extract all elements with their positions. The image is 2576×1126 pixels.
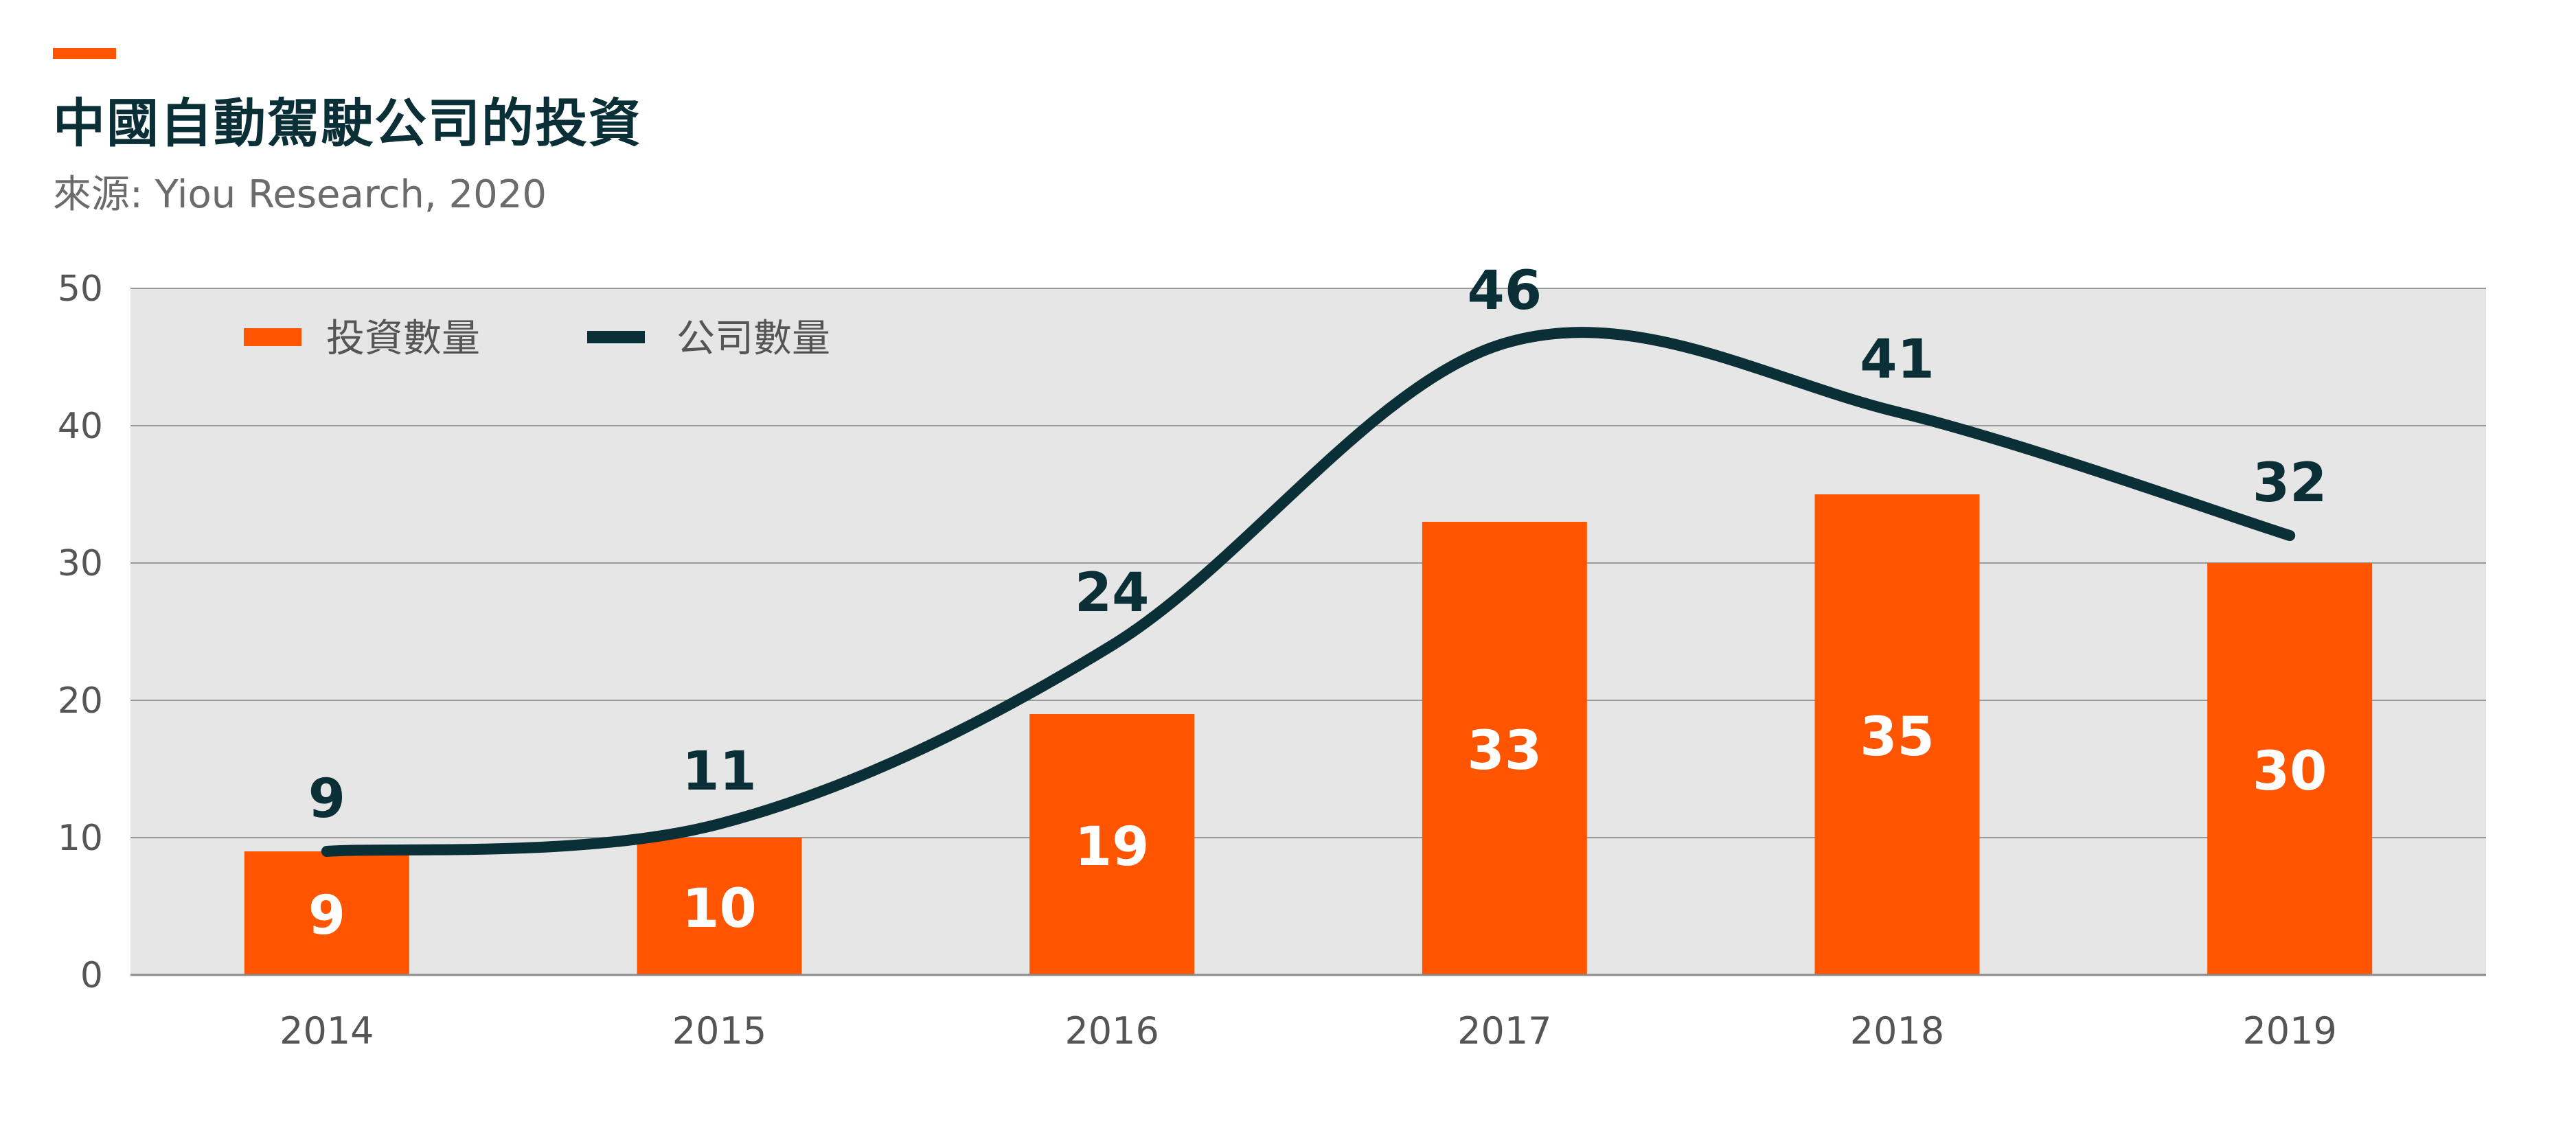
- x-tick-label: 2015: [672, 1009, 766, 1053]
- bar-value-label: 19: [1075, 816, 1150, 878]
- bar-2017: [1422, 522, 1587, 975]
- y-tick-label: 0: [80, 955, 103, 996]
- bar-2015: [637, 838, 802, 975]
- legend-swatch-line: [587, 331, 645, 343]
- line-labels: 9 11 24 46 41 32: [308, 260, 2327, 830]
- x-tick-label: 2016: [1064, 1009, 1159, 1053]
- bar-2014: [244, 851, 409, 975]
- y-tick-label: 30: [58, 543, 103, 584]
- line-value-label: 9: [308, 768, 345, 830]
- legend: 投資數量 公司數量: [244, 317, 830, 361]
- legend-swatch-bar: [244, 328, 301, 346]
- x-tick-label: 2014: [280, 1009, 374, 1053]
- x-axis-ticks: 2014 2015 2016 2017 2018 2019: [280, 1009, 2337, 1053]
- y-tick-label: 50: [58, 268, 103, 310]
- line-value-label: 41: [1860, 329, 1935, 391]
- y-tick-label: 20: [58, 680, 103, 722]
- y-axis-ticks: 0 10 20 30 40 50: [58, 268, 103, 996]
- accent-bar: [53, 48, 116, 59]
- bar-value-label: 30: [2253, 741, 2327, 803]
- chart-title: 中國自動駕駛公司的投資: [53, 93, 642, 154]
- y-tick-label: 10: [58, 818, 103, 859]
- line-value-label: 11: [682, 741, 757, 803]
- gridlines: [130, 288, 2486, 838]
- x-tick-label: 2017: [1457, 1009, 1551, 1053]
- bar-value-label: 10: [682, 878, 757, 940]
- x-tick-label: 2019: [2242, 1009, 2336, 1053]
- line-value-label: 24: [1075, 562, 1150, 624]
- legend-label-investments: 投資數量: [326, 317, 480, 361]
- bar-2016: [1029, 714, 1195, 975]
- bar-2018: [1814, 494, 1980, 975]
- chart-source: 來源: Yiou Research, 2020: [53, 172, 547, 217]
- bar-value-label: 33: [1468, 720, 1542, 782]
- bar-2019: [2207, 563, 2373, 975]
- plot-background: [130, 288, 2486, 975]
- line-value-label: 32: [2253, 452, 2327, 514]
- line-value-label: 46: [1468, 260, 1542, 322]
- bar-labels: 9 10 19 33 35 30: [308, 706, 2327, 947]
- y-tick-label: 40: [58, 406, 103, 447]
- bars: [244, 494, 2373, 975]
- legend-label-companies: 公司數量: [676, 317, 830, 361]
- series-line-companies: [321, 327, 2296, 857]
- x-tick-label: 2018: [1850, 1009, 1944, 1053]
- bar-value-label: 9: [308, 885, 345, 947]
- bar-value-label: 35: [1860, 706, 1935, 768]
